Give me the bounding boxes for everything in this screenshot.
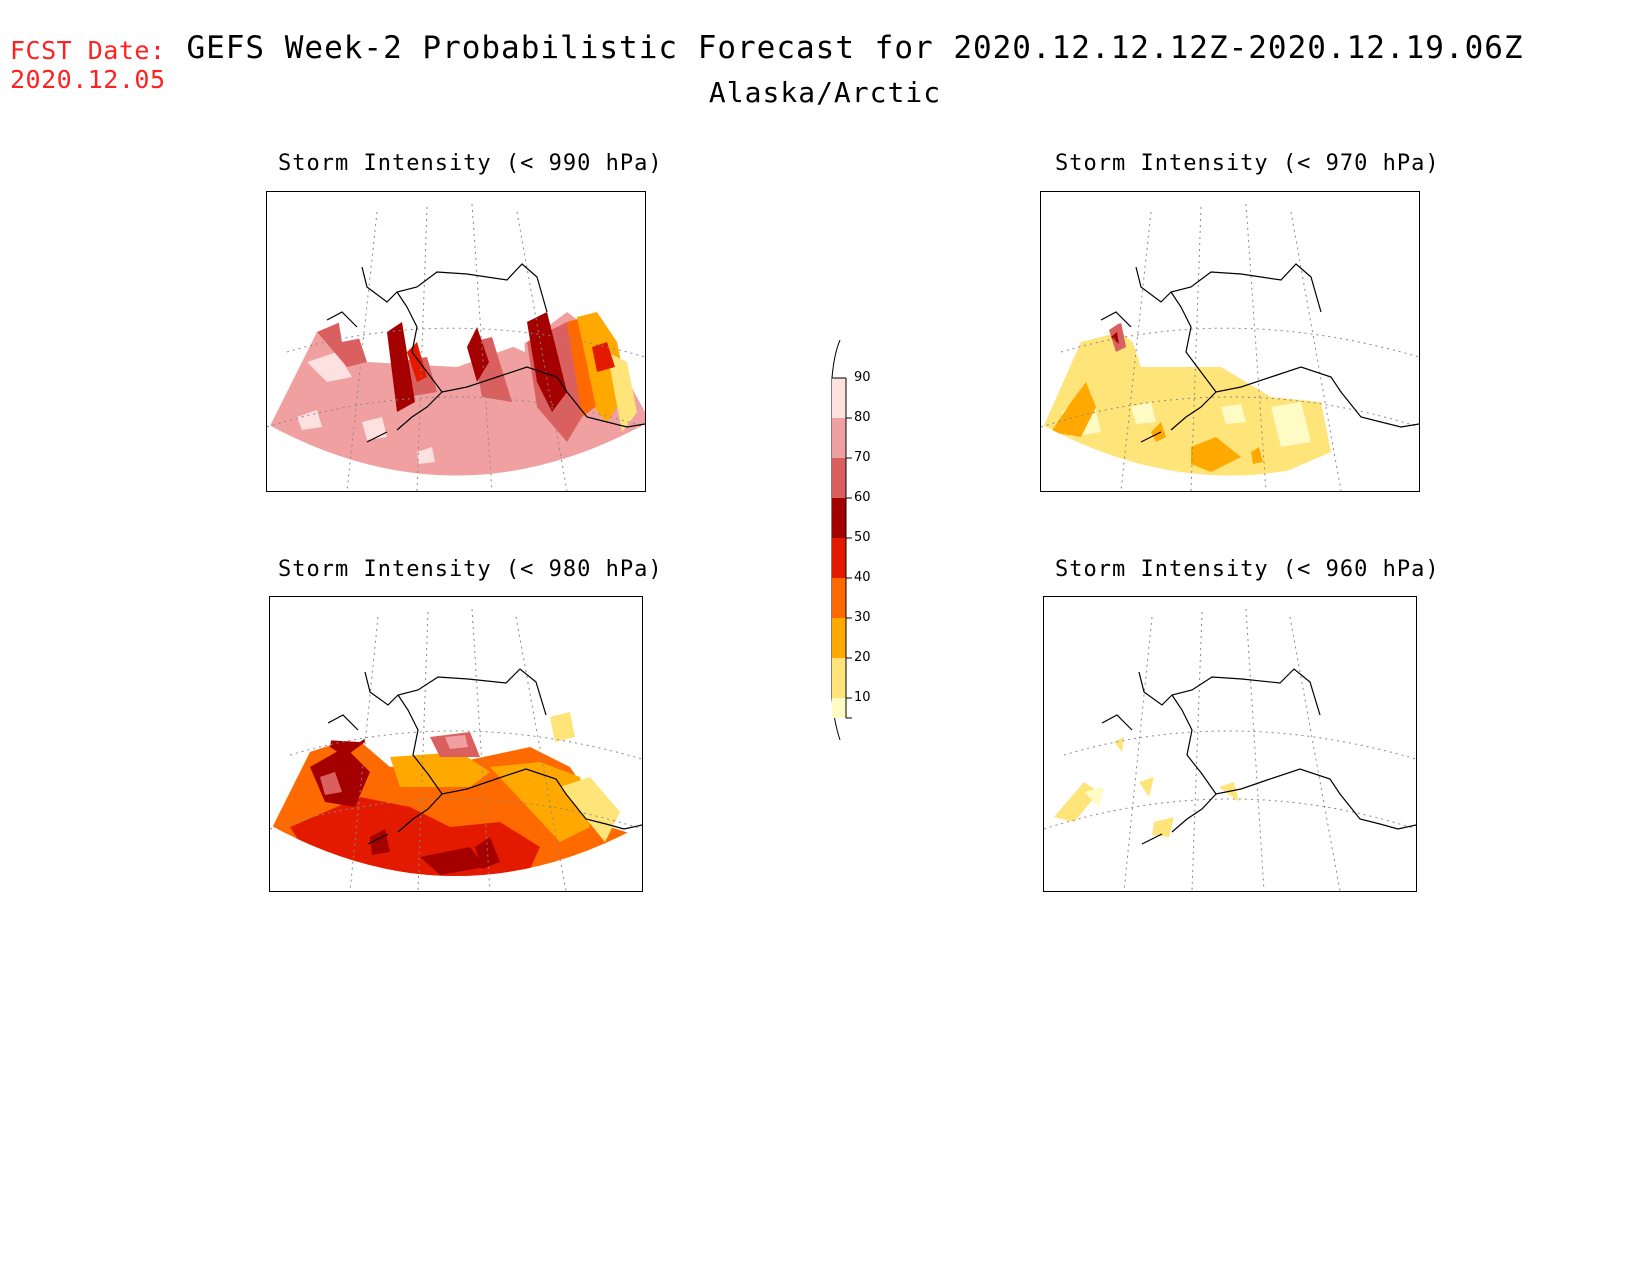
map-980-hpa bbox=[269, 596, 643, 892]
legend-tick-60: 60 bbox=[854, 490, 871, 505]
forecast-date-block: FCST Date: 2020.12.05 bbox=[10, 36, 166, 94]
forecast-date-label: FCST Date: bbox=[10, 36, 166, 65]
legend-tick-10: 10 bbox=[854, 690, 871, 705]
legend-tick-80: 80 bbox=[854, 410, 871, 425]
map-960-hpa bbox=[1043, 596, 1417, 892]
probability-colorbar: 90 80 70 60 50 40 30 20 10 bbox=[800, 339, 890, 741]
panel-title-980: Storm Intensity (< 980 hPa) bbox=[278, 557, 663, 582]
region-subtitle: Alaska/Arctic bbox=[708, 76, 942, 109]
panel-title-960: Storm Intensity (< 960 hPa) bbox=[1055, 557, 1440, 582]
map-970-hpa bbox=[1040, 191, 1420, 492]
map-990-hpa bbox=[266, 191, 646, 492]
legend-tick-70: 70 bbox=[854, 450, 871, 465]
forecast-date-value: 2020.12.05 bbox=[10, 65, 166, 94]
legend-tick-50: 50 bbox=[854, 530, 871, 545]
page-title: GEFS Week-2 Probabilistic Forecast for 2… bbox=[186, 30, 1524, 66]
panel-title-970: Storm Intensity (< 970 hPa) bbox=[1055, 151, 1440, 176]
legend-tick-90: 90 bbox=[854, 370, 871, 385]
legend-tick-40: 40 bbox=[854, 570, 871, 585]
panel-title-990: Storm Intensity (< 990 hPa) bbox=[278, 151, 663, 176]
legend-tick-20: 20 bbox=[854, 650, 871, 665]
legend-tick-30: 30 bbox=[854, 610, 871, 625]
